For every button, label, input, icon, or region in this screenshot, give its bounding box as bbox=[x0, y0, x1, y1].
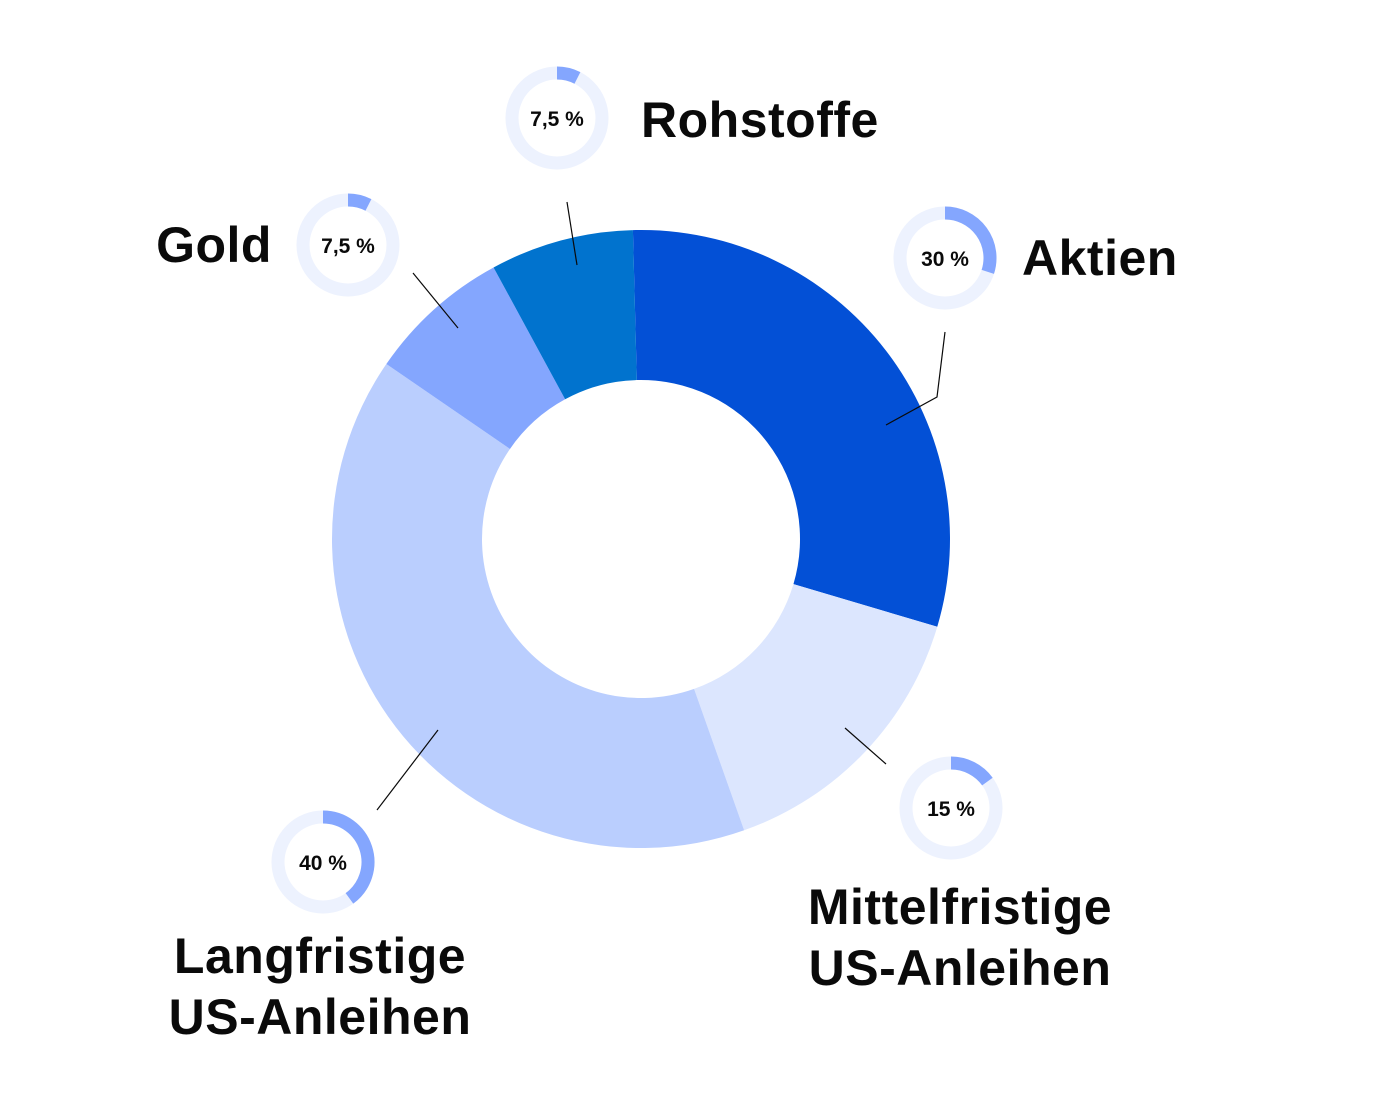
category-label-line: US-Anleihen bbox=[809, 940, 1112, 996]
leader-line-langfristige-us-anleihen bbox=[376, 729, 439, 811]
slice-gold bbox=[386, 267, 566, 449]
badge-mittelfristige-us-anleihen: 15 % bbox=[899, 756, 1003, 860]
badge-aktien: 30 % bbox=[893, 206, 997, 310]
badge-progress-langfristige-us-anleihen bbox=[322, 810, 375, 904]
category-label-line: Mittelfristige bbox=[808, 879, 1112, 935]
slice-aktien bbox=[632, 230, 950, 627]
pct-label-aktien: 30 % bbox=[921, 248, 969, 271]
leader-lines-layer bbox=[376, 201, 946, 811]
badge-langfristige-us-anleihen: 40 % bbox=[271, 810, 375, 914]
badge-progress-rohstoffe bbox=[556, 66, 581, 84]
category-label-rohstoffe: Rohstoffe bbox=[641, 92, 879, 148]
pct-label-rohstoffe: 7,5 % bbox=[530, 108, 584, 131]
leader-line-rohstoffe bbox=[566, 201, 578, 266]
pct-label-gold: 7,5 % bbox=[321, 235, 375, 258]
category-label-gold: Gold bbox=[156, 217, 272, 273]
badge-progress-mittelfristige-us-anleihen bbox=[950, 756, 993, 786]
badges-layer: 30 % 15 % 40 % 7,5 % 7,5 % bbox=[271, 66, 1003, 914]
category-label-line: Rohstoffe bbox=[641, 92, 879, 148]
badge-progress-aktien bbox=[944, 206, 997, 274]
pct-label-langfristige-us-anleihen: 40 % bbox=[299, 852, 347, 875]
slice-langfristige-us-anleihen bbox=[331, 363, 745, 849]
slice-mittelfristige-us-anleihen bbox=[694, 584, 938, 831]
leader-line-gold bbox=[412, 272, 459, 329]
category-label-line: Aktien bbox=[1022, 230, 1178, 286]
leader-line-mittelfristige-us-anleihen bbox=[844, 727, 887, 765]
category-label-line: Langfristige bbox=[174, 928, 466, 984]
pct-label-mittelfristige-us-anleihen: 15 % bbox=[927, 798, 975, 821]
category-label-line: US-Anleihen bbox=[169, 989, 472, 1045]
slices-layer bbox=[331, 230, 950, 849]
badge-progress-gold bbox=[347, 193, 372, 211]
leader-line-aktien bbox=[885, 331, 946, 426]
category-label-line: Gold bbox=[156, 217, 272, 273]
category-label-langfristige-us-anleihen: Langfristige US-Anleihen bbox=[169, 928, 472, 1045]
category-label-mittelfristige-us-anleihen: Mittelfristige US-Anleihen bbox=[808, 879, 1112, 996]
badge-rohstoffe: 7,5 % bbox=[505, 66, 609, 170]
slice-rohstoffe bbox=[493, 230, 637, 400]
badge-gold: 7,5 % bbox=[296, 193, 400, 297]
category-label-aktien: Aktien bbox=[1022, 230, 1178, 286]
